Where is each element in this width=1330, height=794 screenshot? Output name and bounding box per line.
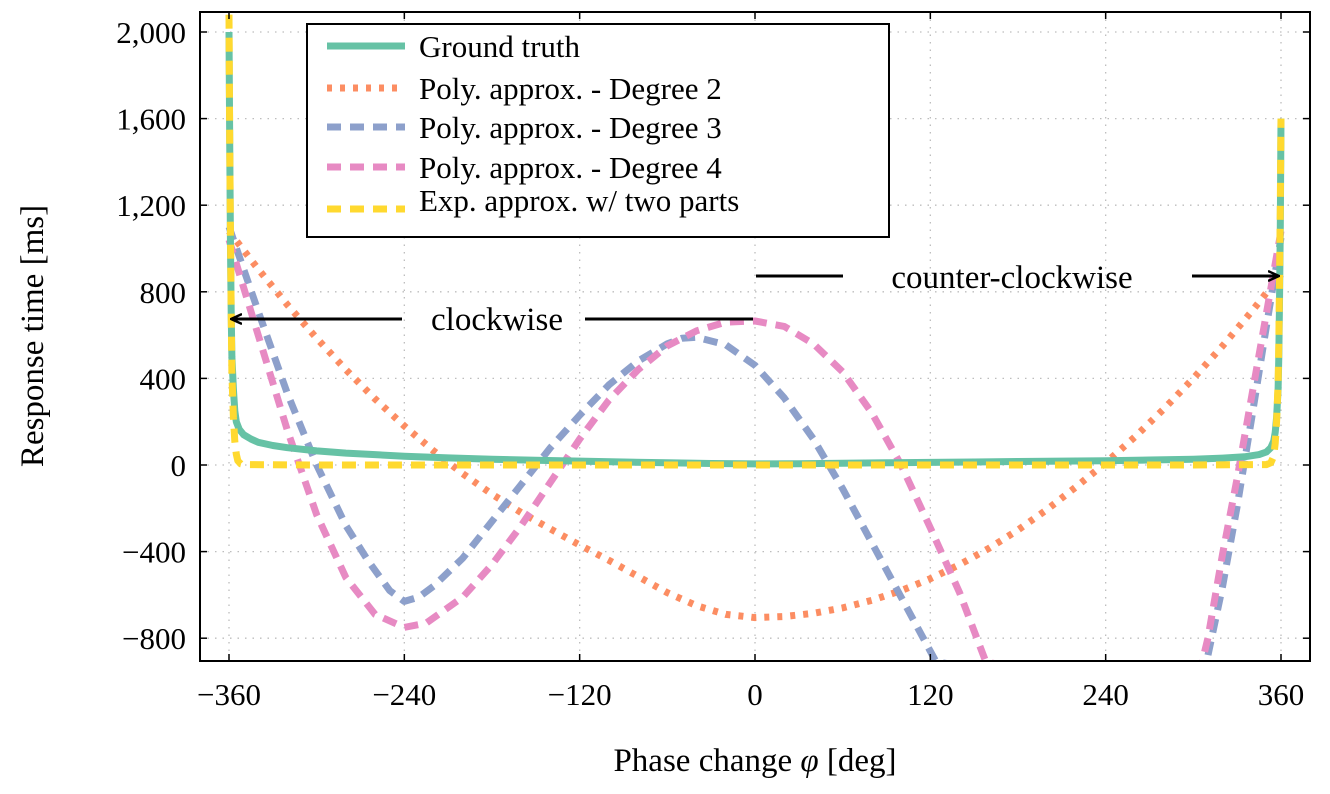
legend-label-exp-two-parts: Exp. approx. w/ two parts [419,183,739,218]
x-tick-label: 360 [1258,677,1305,712]
x-axis-title-prefix: Phase change [613,743,792,779]
axis-ticks [200,12,1310,661]
series-degree-3 [225,225,1285,661]
series-degree-2 [226,229,1284,622]
legend-label-ground-truth: Ground truth [419,29,581,64]
y-tick-label: 0 [171,448,187,483]
x-axis-title-symbol: φ [800,743,818,779]
x-tick-label: −360 [197,677,261,712]
x-axis-title-unit: [deg] [827,743,897,779]
tick-labels: −360 −240 −120 0 120 240 360 −800 −400 0 400 800 1,2… [116,15,1304,712]
y-tick-label: 1,600 [116,102,186,137]
y-tick-label: 400 [140,361,187,396]
y-tick-label: 800 [140,275,187,310]
series-layer [225,14,1285,661]
series-degree-4 [225,230,1285,661]
x-tick-label: 120 [907,677,954,712]
x-tick-label: −240 [372,677,436,712]
y-tick-label: 1,200 [116,188,186,223]
legend: Ground truth Poly. approx. - Degree 2 Po… [306,23,890,238]
x-tick-label: 0 [747,677,763,712]
legend-label-degree-3: Poly. approx. - Degree 3 [419,110,722,145]
legend-label-degree-2: Poly. approx. - Degree 2 [419,71,722,106]
x-tick-label: −120 [548,677,612,712]
counter-clockwise-label: counter-clockwise [891,260,1132,296]
y-tick-label: −800 [122,621,186,656]
series-exp-two-parts [225,14,1285,469]
y-axis-title: Response time [ms] [15,205,51,467]
x-tick-label: 240 [1082,677,1129,712]
legend-label-degree-4: Poly. approx. - Degree 4 [419,150,722,185]
y-tick-label: 2,000 [116,15,186,50]
x-axis-title: Phase change φ [deg] [613,743,896,779]
annotation-counter-clockwise: counter-clockwise [756,260,1278,296]
annotation-clockwise: clockwise [232,302,753,338]
y-tick-label: −400 [122,535,186,570]
clockwise-label: clockwise [431,302,563,338]
